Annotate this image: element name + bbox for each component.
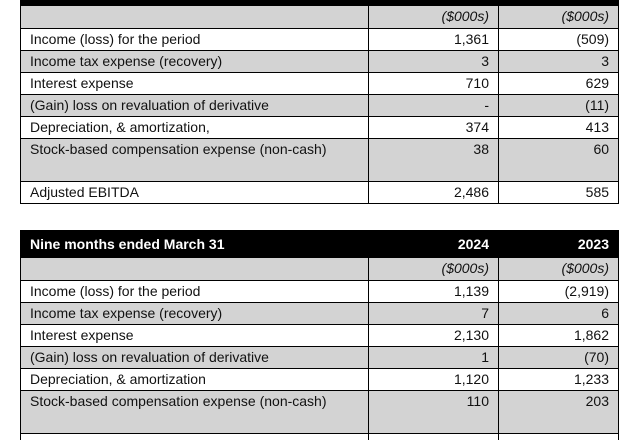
value-2023-cell: [498, 433, 619, 440]
value-2024-cell: 1,139: [368, 280, 499, 303]
table-row: (Gain) loss on revaluation of derivative…: [20, 346, 619, 369]
row-label-cell: (Gain) loss on revaluation of derivative: [20, 94, 369, 117]
units-2023-cell: ($000s): [498, 257, 619, 281]
table-row: Income tax expense (recovery) 3 3: [20, 50, 620, 73]
value-2024-cell: 710: [368, 72, 499, 95]
table-row: Income (loss) for the period 1,139 (2,91…: [20, 280, 619, 303]
header-2023-cell: 2023: [498, 230, 619, 258]
value-2023-cell: (11): [497, 94, 620, 117]
units-spacer-cell: [20, 257, 369, 281]
table-row: Depreciation, & amortization 1,120 1,233: [20, 368, 619, 391]
row-label-cell: (Gain) loss on revaluation of derivative: [20, 346, 369, 369]
value-2024-cell: 374: [368, 116, 499, 139]
units-2024-cell: ($000s): [368, 257, 499, 281]
table-row: Income tax expense (recovery) 7 6: [20, 302, 619, 325]
value-2024-cell: 38: [368, 138, 499, 182]
table-row: Stock-based compensation expense (non-ca…: [20, 390, 619, 434]
row-label-cell: Income tax expense (recovery): [20, 50, 369, 73]
row-label-cell: Stock-based compensation expense (non-ca…: [20, 138, 369, 182]
table-row: Interest expense 2,130 1,862: [20, 324, 619, 347]
value-2024-cell: 1,361: [368, 28, 499, 51]
nine-months-ebitda-table: Nine months ended March 31 2024 2023 ($0…: [20, 230, 619, 440]
units-row: ($000s) ($000s): [20, 257, 619, 281]
row-label-cell: Depreciation, & amortization,: [20, 116, 369, 139]
value-2023-cell: (2,919): [498, 280, 619, 303]
value-2023-cell: 60: [497, 138, 620, 182]
row-label-cell: [20, 433, 369, 440]
cutoff-bottom-row: [20, 433, 619, 440]
header-title-cell: Nine months ended March 31: [20, 230, 369, 258]
table-header-row: Nine months ended March 31 2024 2023: [20, 230, 619, 258]
units-row: ($000s) ($000s): [20, 5, 620, 29]
value-2023-cell: 203: [498, 390, 619, 434]
table-gap: [0, 204, 640, 230]
units-spacer-cell: [20, 5, 369, 29]
row-label-cell: Interest expense: [20, 324, 369, 347]
value-2023-cell: 6: [498, 302, 619, 325]
units-2024-cell: ($000s): [368, 5, 499, 29]
value-2024-cell: -: [368, 94, 499, 117]
value-2023-cell: 413: [497, 116, 620, 139]
table-row: Interest expense 710 629: [20, 72, 620, 95]
value-2024-cell: 3: [368, 50, 499, 73]
value-2024-cell: [368, 433, 499, 440]
value-2023-cell: 585: [497, 181, 620, 204]
table-row: Income (loss) for the period 1,361 (509): [20, 28, 620, 51]
table-row: (Gain) loss on revaluation of derivative…: [20, 94, 620, 117]
value-2023-cell: 1,233: [498, 368, 619, 391]
row-label-cell: Income (loss) for the period: [20, 280, 369, 303]
value-2024-cell: 1,120: [368, 368, 499, 391]
row-label-cell: Income tax expense (recovery): [20, 302, 369, 325]
row-label-cell: Stock-based compensation expense (non-ca…: [20, 390, 369, 434]
table-row-adjusted-ebitda: Adjusted EBITDA 2,486 585: [20, 181, 620, 204]
row-label-cell: Interest expense: [20, 72, 369, 95]
value-2024-cell: 110: [368, 390, 499, 434]
units-2023-cell: ($000s): [497, 5, 620, 29]
value-2023-cell: 3: [497, 50, 620, 73]
value-2024-cell: 7: [368, 302, 499, 325]
value-2023-cell: (70): [498, 346, 619, 369]
row-label-cell: Income (loss) for the period: [20, 28, 369, 51]
value-2024-cell: 2,130: [368, 324, 499, 347]
row-label-cell: Adjusted EBITDA: [20, 181, 369, 204]
value-2023-cell: 1,862: [498, 324, 619, 347]
header-2024-cell: 2024: [368, 230, 499, 258]
table-row: Depreciation, & amortization, 374 413: [20, 116, 620, 139]
value-2023-cell: (509): [497, 28, 620, 51]
value-2023-cell: 629: [497, 72, 620, 95]
table-row: Stock-based compensation expense (non-ca…: [20, 138, 620, 182]
value-2024-cell: 1: [368, 346, 499, 369]
value-2024-cell: 2,486: [368, 181, 499, 204]
row-label-cell: Depreciation, & amortization: [20, 368, 369, 391]
three-months-ebitda-table: ($000s) ($000s) Income (loss) for the pe…: [19, 0, 620, 204]
